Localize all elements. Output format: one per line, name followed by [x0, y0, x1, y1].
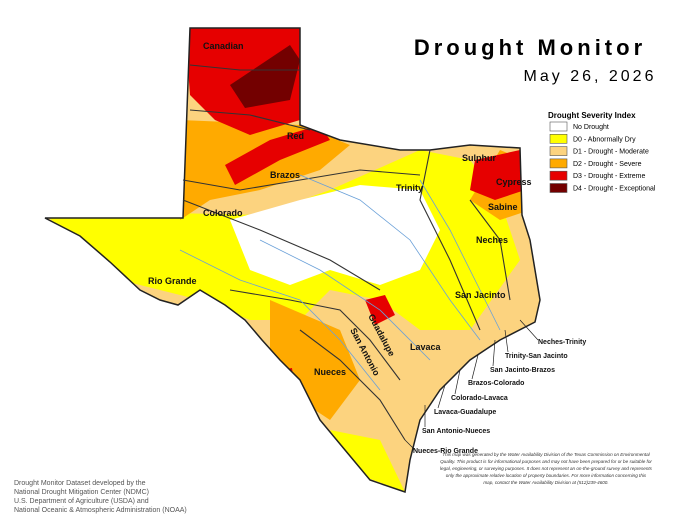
rivers: [179, 174, 501, 391]
disclaimer-line: Quality. This product is for information…: [440, 459, 652, 464]
basin-label: Sabine: [488, 202, 518, 212]
basin-boundaries: [182, 64, 511, 441]
coastal-basin-label: Lavaca-Guadalupe: [434, 409, 496, 416]
title: Drought Monitor: [414, 35, 646, 60]
state-outline: [44, 27, 541, 493]
basin-label: Cypress: [496, 177, 532, 187]
legend-label: D4 - Drought - Exceptional: [573, 186, 656, 193]
disclaimer-line: legal, engineering, or surveying purpose…: [440, 466, 653, 471]
legend-swatch: [549, 170, 568, 181]
disclaimer-line: This map was generated by the Water Avai…: [442, 452, 650, 457]
legend-swatch: [549, 121, 568, 132]
coastal-basin-label: Neches-Trinity: [538, 339, 586, 346]
basin-label: Trinity: [396, 183, 423, 193]
basin-label: Canadian: [203, 41, 244, 51]
leaders: [404, 319, 539, 449]
date: May 26, 2026: [524, 68, 657, 85]
basin-label: Nueces: [314, 367, 346, 377]
legend-label: D1 - Drought - Moderate: [573, 149, 649, 156]
coastal-basin-label: Trinity-San Jacinto: [505, 353, 568, 360]
legend-swatch: [549, 183, 568, 193]
basin-label: Sulphur: [462, 153, 496, 163]
coastal-basin-label: Colorado-Lavaca: [451, 395, 508, 402]
coastal-basin-label: San Jacinto-Brazos: [490, 367, 555, 374]
basin-label: San Jacinto: [455, 290, 506, 300]
basin-label: Brazos: [270, 170, 300, 180]
basin-label: Lavaca: [410, 342, 442, 352]
credit-line: National Drought Mitigation Center (NDMC…: [14, 489, 149, 496]
basin-label: Neches: [476, 235, 508, 245]
legend-swatch: [549, 146, 568, 156]
legend-title: Drought Severity Index: [548, 111, 636, 120]
legend: No Drought D0 - Abnormally Dry D1 - Drough…: [549, 121, 656, 193]
legend-label: D3 - Drought - Extreme: [573, 173, 645, 180]
legend-swatch: [549, 158, 568, 169]
coastal-basin-label: Brazos-Colorado: [468, 380, 524, 387]
basin-label: Colorado: [203, 208, 243, 218]
credit-line: U.S. Department of Agriculture (USDA) an…: [14, 498, 149, 505]
legend-label: No Drought: [573, 124, 609, 131]
coastal-basin-label: Nueces-Rio Grande: [413, 448, 478, 455]
basin-label: Red: [287, 131, 304, 141]
disclaimer-line: map, contact the Water Availability Divi…: [483, 480, 608, 485]
credit-line: National Oceanic & Atmospheric Administr…: [14, 507, 187, 514]
disclaimer-line: only the approximate relative location o…: [446, 473, 647, 478]
legend-swatch: [549, 134, 568, 144]
coastal-basin-label: San Antonio-Nueces: [422, 428, 490, 435]
basin-label: Rio Grande: [148, 276, 197, 286]
legend-label: D2 - Drought - Severe: [573, 161, 642, 168]
credit-line: Drought Monitor Dataset developed by the: [14, 480, 146, 487]
legend-label: D0 - Abnormally Dry: [573, 136, 636, 143]
